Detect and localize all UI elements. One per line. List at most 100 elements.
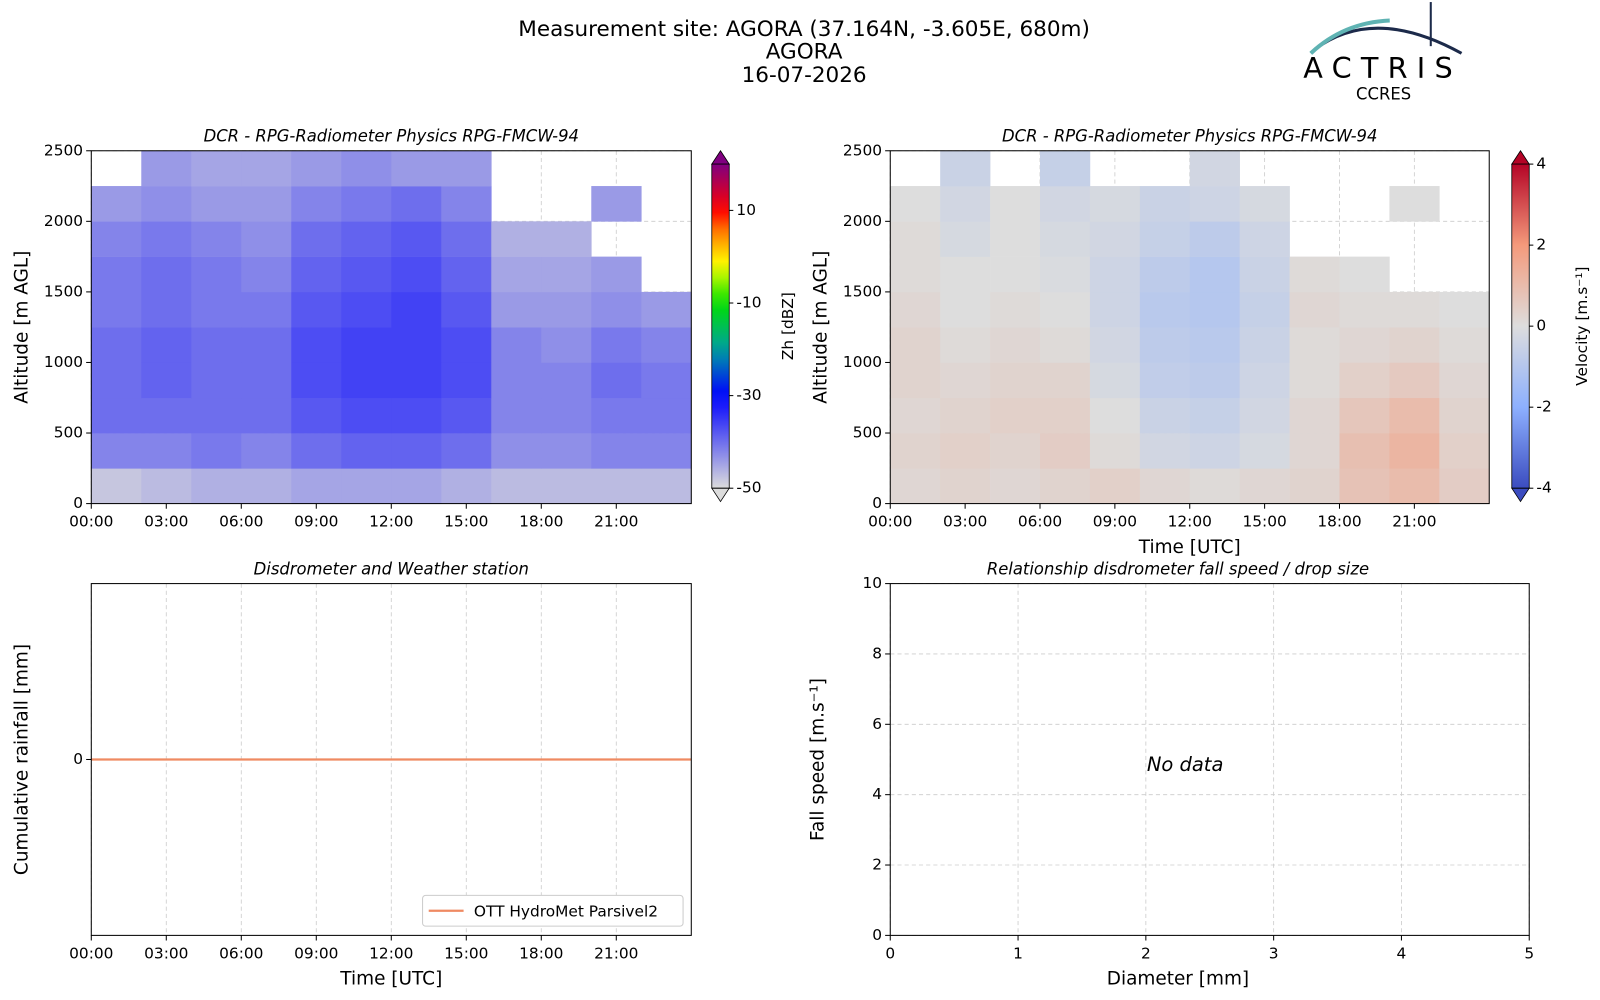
x-tick-label: 12:00 [1168,513,1212,531]
heatmap-cell [1239,362,1290,399]
x-tick-label: 00:00 [69,944,113,962]
heatmap-cell [591,256,642,293]
heatmap-cell [1040,327,1091,363]
heatmap-cell [591,186,642,222]
heatmap-cell [91,468,142,504]
heatmap-cell [1339,327,1390,363]
y-tick-label: 1000 [843,353,882,371]
heatmap-cell [1089,327,1141,363]
plot-title: DCR - RPG-Radiometer Physics RPG-FMCW-94 [204,127,579,146]
x-tick-label: 03:00 [144,513,188,531]
heatmap-cell [91,221,142,257]
heatmap-cell [940,397,991,434]
colorbar [1511,164,1530,489]
y-tick-label: 0 [73,494,83,512]
site-title: Measurement site: AGORA (37.164N, -3.605… [518,17,1090,42]
colorbar-extend-bottom [711,487,730,503]
heatmap-cell [1289,256,1340,293]
heatmap-cell [1189,291,1240,328]
heatmap-cell [541,221,592,257]
heatmap-cell [491,433,542,469]
y-tick-label: 2000 [843,212,882,230]
heatmap-cell [241,433,292,469]
heatmap-cell [241,362,292,399]
heatmap-cell [491,397,542,434]
heatmap-cell [91,433,142,469]
heatmap-cell [1139,468,1191,504]
heatmap-cell [1089,433,1141,469]
plot-frame [889,583,1530,936]
heatmap-cell [1089,362,1141,399]
y-tick-label: 0 [872,494,882,512]
heatmap-cell [1089,468,1141,504]
y-tick-label: 8 [872,644,882,662]
heatmap-cell [491,256,542,293]
heatmap-cell [1139,362,1191,399]
heatmap-cell [1089,186,1141,222]
heatmap-cell [191,433,242,469]
heatmap-cell [940,256,991,293]
heatmap-cell [191,397,242,434]
x-axis-label: Diameter [mm] [1107,969,1249,990]
heatmap-cell [241,221,292,257]
heatmap-cell [191,221,242,257]
plot-area [890,583,1530,936]
x-tick-label: 0 [885,944,895,962]
heatmap-cell [1389,433,1440,469]
annotation: No data [1147,753,1224,776]
heatmap-cell [391,397,442,434]
colorbar-tick-label: -10 [736,294,761,312]
heatmap-cell [641,291,692,328]
heatmap-cell [1189,468,1240,504]
heatmap-cell [1439,433,1490,469]
colorbar-extend-top [711,150,730,165]
logo-name: ACTRIS [1303,51,1462,85]
heatmap-cell [1040,221,1091,257]
x-tick-label: 09:00 [1093,513,1137,531]
plot-title: Relationship disdrometer fall speed / dr… [987,559,1369,578]
heatmap-cell [890,256,941,293]
heatmap-cell [1439,397,1490,434]
heatmap-cell [1239,291,1290,328]
heatmap-cell [990,221,1041,257]
colorbar-tick-label: 10 [736,201,756,219]
heatmap-cell [91,327,142,363]
x-tick-label: 12:00 [369,513,413,531]
x-tick-label: 21:00 [594,944,638,962]
heatmap-cell [1040,186,1091,222]
heatmap-cell [341,362,392,399]
x-tick-label: 15:00 [444,944,488,962]
heatmap-cell [441,327,492,363]
x-tick-label: 15:00 [444,513,488,531]
heatmap-cell [191,362,242,399]
heatmap-cell [591,291,642,328]
legend-label[interactable]: OTT HydroMet Parsivel2 [474,902,658,920]
heatmap-cell [641,362,692,399]
x-tick-label: 2 [1141,944,1151,962]
logo-subtitle: CCRES [1356,84,1411,103]
heatmap-cell [541,433,592,469]
heatmap-cell [241,468,292,504]
heatmap-cell [990,433,1041,469]
heatmap-cell [141,397,192,434]
x-tick-label: 06:00 [219,513,263,531]
heatmap-cell [641,433,692,469]
heatmap-cell [990,468,1041,504]
colorbar-tick-label: -4 [1536,479,1551,497]
heatmap-cell [141,327,192,363]
colorbar-frame [711,163,730,489]
site-name: AGORA [766,39,843,64]
heatmap-cell [391,327,442,363]
logo: ACTRIS CCRES [1303,2,1463,103]
x-tick-label: 4 [1397,944,1407,962]
x-axis-label: Time [UTC] [1138,537,1241,558]
x-tick-label: 00:00 [868,513,912,531]
heatmap-cell [441,150,492,187]
heatmap-cell [291,186,342,222]
heatmap-cell [890,468,941,504]
heatmap-cell [1289,291,1340,328]
heatmap-cell [1189,362,1240,399]
heatmap-cell [641,397,692,434]
heatmap-cell [91,186,142,222]
